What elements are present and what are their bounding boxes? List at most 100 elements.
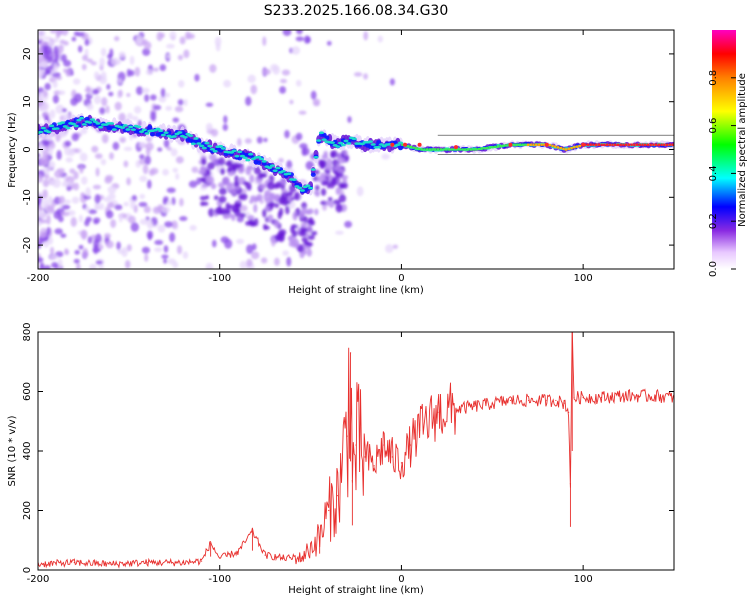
noise-blob <box>223 79 232 88</box>
noise-blob <box>166 146 172 151</box>
snr-point <box>337 495 339 497</box>
noise-blob <box>139 154 145 160</box>
noise-blob <box>182 251 189 259</box>
noise-blob <box>43 173 50 180</box>
spectrogram-x-axis: -200 -100 0 100 <box>27 30 593 284</box>
ridge-cell <box>308 186 314 190</box>
ridge-cell <box>321 138 327 141</box>
spectrogram-y-axis: -20 -10 0 10 20 <box>22 48 674 253</box>
noise-blob <box>222 123 228 131</box>
noise-blob <box>38 152 41 158</box>
ridge-cell <box>351 137 357 140</box>
noise-blob <box>118 213 123 223</box>
noise-blob <box>101 133 109 144</box>
ridge-core-cell <box>597 143 601 146</box>
snr-point <box>582 396 584 399</box>
hot-spot <box>390 142 395 147</box>
noise-blob <box>123 146 133 152</box>
ridge-cell <box>182 136 188 139</box>
hot-spot <box>544 142 549 147</box>
noise-blob <box>44 69 51 74</box>
y-tick-label: -10 <box>22 189 33 205</box>
noise-blob <box>286 160 293 170</box>
ridge-cell <box>163 131 169 134</box>
noise-blob <box>175 173 180 180</box>
ridge-cell <box>98 125 104 129</box>
streak-blob <box>337 157 346 164</box>
noise-blob <box>189 225 197 231</box>
ridge-core-cell <box>616 143 620 146</box>
noise-blob <box>104 176 113 184</box>
ridge-cell <box>248 152 254 156</box>
snr-point <box>473 405 475 407</box>
noise-blob <box>38 114 41 122</box>
streak-blob <box>263 193 269 202</box>
noise-blob <box>38 200 41 207</box>
ridge-cell <box>346 142 352 145</box>
ridge-cell <box>256 155 262 159</box>
streak-blob <box>253 166 262 175</box>
spectrogram-plot-area <box>38 30 674 269</box>
noise-blob <box>143 205 151 214</box>
noise-blob <box>256 136 263 144</box>
noise-blob <box>183 49 190 59</box>
ridge-cell <box>141 128 147 132</box>
snr-point <box>655 395 657 397</box>
noise-blob <box>99 203 105 210</box>
noise-blob <box>99 107 106 115</box>
noise-blob <box>279 78 288 84</box>
noise-blob <box>45 167 51 173</box>
snr-point <box>328 509 330 512</box>
streak-blob <box>233 202 242 208</box>
streak-blob <box>264 225 270 230</box>
streak-blob <box>213 195 219 201</box>
noise-blob <box>166 54 171 59</box>
streak-blob <box>202 201 209 206</box>
noise-blob <box>326 40 332 46</box>
ridge-core-cell <box>646 143 650 146</box>
streak-blob <box>310 230 318 236</box>
snr-point <box>546 399 548 402</box>
noise-blob <box>154 239 164 246</box>
noise-blob <box>73 182 80 191</box>
hot-spot <box>453 145 458 150</box>
noise-blob <box>153 67 159 72</box>
snr-point <box>355 444 357 446</box>
noise-blob <box>99 57 105 67</box>
noise-blob <box>38 55 42 65</box>
snr-point <box>219 557 221 559</box>
noise-blob <box>236 238 245 245</box>
ridge-core-cell <box>584 143 587 146</box>
noise-blob <box>154 247 163 253</box>
streak-blob <box>221 207 227 215</box>
ridge-core-cell <box>614 143 617 146</box>
snr-marks <box>38 332 674 569</box>
noise-blob <box>57 258 63 269</box>
ridge-core-cell <box>445 148 448 151</box>
ridge-cell <box>316 139 322 142</box>
noise-blob <box>176 245 183 255</box>
noise-blob <box>93 95 101 105</box>
noise-blob <box>58 195 66 205</box>
ridge-cell <box>280 169 286 173</box>
noise-blob <box>95 260 103 265</box>
streak-blob <box>300 222 308 228</box>
noise-blob <box>116 241 121 251</box>
hot-spot <box>417 142 422 147</box>
noise-blob <box>335 230 344 235</box>
noise-blob <box>94 194 101 204</box>
noise-blob <box>305 36 311 44</box>
snr-point <box>637 395 639 397</box>
ridge-core-cell <box>532 143 535 146</box>
noise-blob <box>48 146 54 156</box>
snr-point <box>555 399 557 402</box>
x-tick-label: -200 <box>27 273 50 284</box>
ridge-core-cell <box>496 145 500 148</box>
streak-blob <box>223 213 230 220</box>
noise-blob <box>286 256 292 267</box>
streak-blob <box>319 160 326 169</box>
noise-blob <box>43 239 50 248</box>
noise-blob <box>163 245 169 253</box>
noise-blob <box>191 166 199 173</box>
noise-blob <box>51 262 59 269</box>
